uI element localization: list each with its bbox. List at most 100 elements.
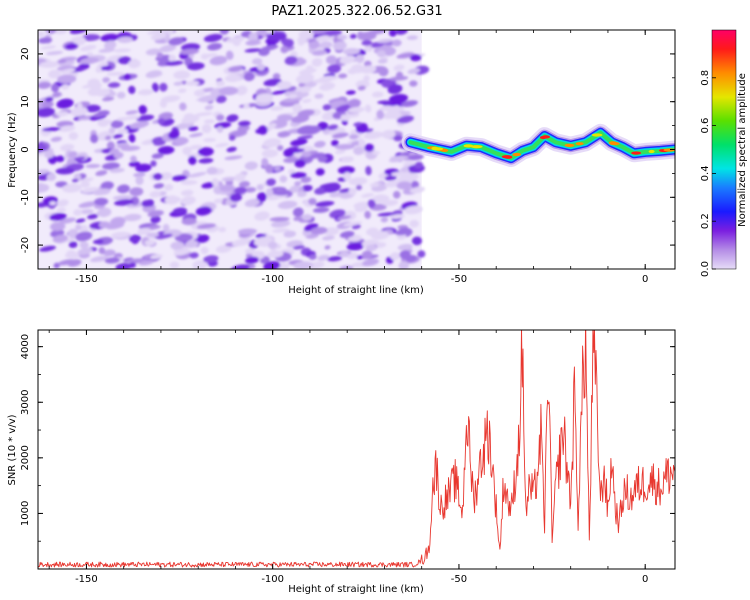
noise-blob [81, 34, 101, 41]
noise-blob [129, 121, 150, 129]
noise-blob [277, 130, 292, 138]
noise-blob [348, 134, 359, 140]
noise-blob [90, 255, 109, 263]
noise-blob [334, 149, 346, 155]
noise-blob [319, 182, 339, 188]
noise-blob [117, 128, 129, 134]
noise-blob [152, 82, 159, 92]
top-y-tick-label: -10 [20, 189, 31, 205]
noise-blob [363, 131, 384, 140]
noise-blob [301, 214, 312, 221]
noise-blob [401, 100, 418, 107]
noise-blob [97, 119, 113, 125]
noise-blob [332, 41, 347, 51]
top-y-tick-label: 0 [20, 146, 31, 152]
noise-blob [123, 213, 142, 222]
noise-blob [159, 100, 168, 108]
colorbar-tick-label: 0.0 [700, 261, 711, 277]
noise-blob [206, 166, 218, 175]
noise-blob [357, 85, 366, 91]
noise-blob [337, 73, 348, 79]
noise-blob [228, 134, 236, 141]
noise-blob [38, 37, 53, 44]
noise-blob [228, 65, 243, 73]
noise-blob [292, 207, 304, 217]
noise-blob [355, 54, 365, 64]
heatmap-noise-region [38, 30, 430, 269]
noise-blob [197, 147, 214, 157]
noise-blob [339, 251, 350, 258]
noise-blob [152, 173, 163, 181]
noise-blob [365, 244, 377, 252]
noise-blob [58, 259, 75, 266]
colorbar-ticks: 0.0 0.2 0.4 0.6 0.8 [700, 70, 716, 277]
noise-blob [377, 100, 392, 105]
noise-blob [52, 234, 69, 243]
noise-blob [224, 155, 243, 160]
noise-blob [231, 238, 251, 247]
noise-blob [377, 58, 388, 64]
signal-hotspot [591, 133, 603, 137]
noise-blob [253, 236, 273, 247]
noise-blob [319, 82, 336, 91]
noise-blob [375, 242, 387, 249]
noise-blob [377, 212, 396, 217]
noise-blob [201, 53, 218, 58]
snr-line-group [38, 330, 675, 568]
top-x-tick-label: -100 [261, 274, 284, 285]
noise-blob [80, 209, 94, 215]
noise-blob [226, 146, 237, 153]
noise-blob [135, 163, 152, 173]
noise-blob [269, 123, 277, 128]
noise-blob [106, 222, 125, 230]
noise-blob [60, 143, 75, 152]
noise-blob [267, 241, 278, 249]
noise-blob [339, 231, 355, 238]
noise-blob [181, 115, 200, 124]
noise-blob [356, 255, 364, 260]
noise-blob [283, 230, 297, 238]
noise-blob [136, 114, 155, 122]
bottom-y-tick-label: 4000 [20, 334, 31, 359]
noise-blob [116, 91, 126, 99]
noise-blob [238, 120, 251, 127]
noise-blob [347, 106, 365, 113]
noise-blob [353, 122, 362, 127]
noise-blob [60, 68, 76, 74]
noise-blob [245, 248, 255, 254]
noise-blob [279, 175, 288, 183]
noise-blob [393, 135, 403, 142]
noise-blob [317, 155, 328, 163]
noise-blob [56, 98, 74, 109]
noise-blob [221, 176, 237, 182]
noise-blob [376, 109, 385, 120]
noise-blob [87, 213, 99, 220]
noise-blob [78, 201, 98, 208]
noise-blob [248, 32, 259, 42]
noise-blob [67, 228, 79, 239]
noise-blob [407, 154, 425, 161]
noise-blob [381, 129, 396, 139]
noise-blob [41, 45, 56, 50]
noise-blob [75, 224, 82, 231]
noise-blob [337, 34, 348, 40]
noise-blob [215, 95, 227, 104]
bottom-y-tick-label: 3000 [20, 390, 31, 415]
noise-blob [73, 36, 86, 46]
noise-blob [380, 217, 389, 223]
noise-blob [273, 189, 294, 196]
colorbar-gradient [711, 29, 737, 270]
noise-blob [172, 136, 189, 145]
noise-blob [109, 148, 120, 155]
noise-blob [298, 76, 310, 84]
noise-blob [57, 59, 67, 64]
noise-blob [201, 182, 216, 189]
noise-blob [243, 103, 250, 109]
noise-blob [149, 190, 162, 198]
noise-blob [329, 192, 343, 198]
noise-blob [244, 161, 258, 171]
noise-blob [114, 199, 134, 206]
noise-blob [398, 261, 410, 269]
noise-blob [195, 206, 212, 216]
noise-blobs [38, 30, 430, 269]
